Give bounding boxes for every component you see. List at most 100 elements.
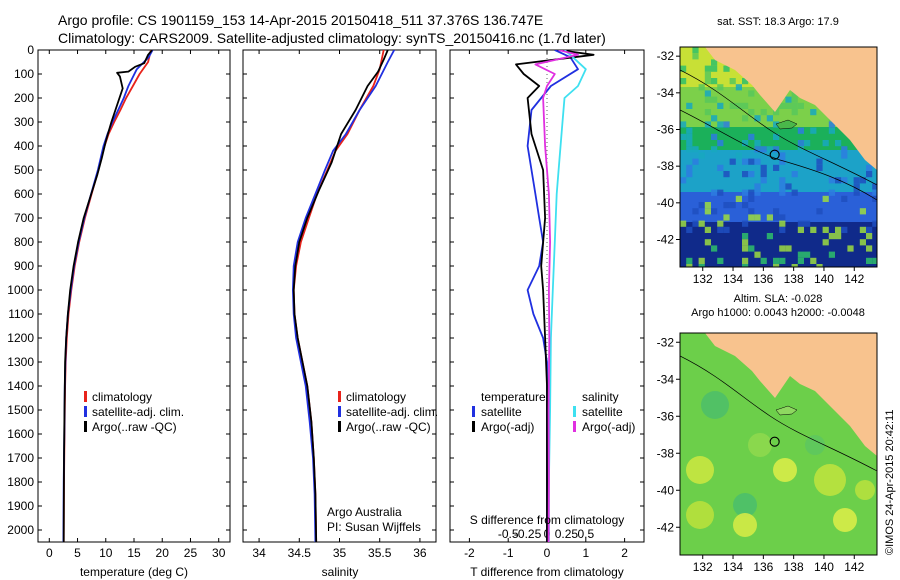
y-tick-label: 1600 bbox=[7, 427, 34, 441]
legend-title-salinity: salinity bbox=[582, 390, 619, 404]
sst-pixel bbox=[766, 233, 773, 240]
sst-pixel bbox=[773, 164, 780, 171]
sst-pixel bbox=[835, 233, 842, 240]
sst-pixel bbox=[692, 158, 699, 165]
sst-pixel bbox=[729, 78, 736, 85]
x-tick-label: 36 bbox=[413, 546, 427, 560]
sst-pixel bbox=[711, 59, 718, 66]
sst-pixel bbox=[816, 158, 823, 165]
sst-pixel bbox=[723, 65, 730, 72]
sst-pixel bbox=[791, 171, 798, 178]
sst-pixel bbox=[704, 96, 711, 103]
x-tick-label: 0 bbox=[46, 546, 53, 560]
legend-label-satellite: satellite-adj. clim. bbox=[92, 405, 184, 419]
sst-pixel bbox=[853, 177, 860, 184]
series-line-satellite-adj-clim bbox=[62, 50, 154, 542]
sst-pixel bbox=[711, 189, 718, 196]
x-tick-label: 15 bbox=[127, 546, 141, 560]
sst-pixel bbox=[754, 183, 761, 190]
sst-pixel bbox=[779, 245, 786, 252]
x-tick-label: 20 bbox=[156, 546, 170, 560]
sla-anomaly-blob bbox=[733, 513, 757, 537]
sla-map-title-line-2: Argo h1000: 0.0043 h2000: -0.0048 bbox=[691, 307, 865, 319]
sst-pixel bbox=[816, 264, 823, 267]
sst-pixel bbox=[872, 257, 877, 264]
map-x-tick-label: 142 bbox=[844, 560, 864, 574]
sst-pixel bbox=[760, 164, 767, 171]
sst-pixel bbox=[853, 189, 860, 196]
temperature-panel: 0 5 10 15 20 25 300100200300400500600700800900… bbox=[7, 43, 231, 579]
sst-pixel bbox=[748, 171, 755, 178]
sst-pixel bbox=[804, 251, 811, 258]
sst-pixel bbox=[704, 65, 711, 72]
y-tick-label: 0 bbox=[27, 43, 34, 57]
series-line-argo-raw-qc bbox=[292, 50, 389, 542]
sst-pixel bbox=[797, 146, 804, 153]
sst-pixel bbox=[692, 208, 699, 215]
sst-pixel bbox=[723, 214, 730, 221]
sst-pixel bbox=[797, 226, 804, 233]
x-tick-label: -1 bbox=[503, 546, 514, 560]
sst-pixel bbox=[828, 177, 835, 184]
sst-pixel bbox=[773, 109, 780, 116]
sst-pixel bbox=[773, 257, 780, 264]
sst-map-axis-ticks: 132 134 136 138 140 142 -32 -34 -36 -38 -40 -42 bbox=[657, 49, 865, 286]
sst-pixel bbox=[704, 109, 711, 116]
sst-pixel bbox=[686, 164, 693, 171]
sst-pixel bbox=[742, 115, 749, 122]
sst-pixel bbox=[773, 214, 780, 221]
map-x-tick-label: 134 bbox=[723, 272, 743, 286]
sla-anomaly-blob bbox=[814, 464, 846, 496]
difference-series bbox=[515, 50, 595, 542]
sst-pixel bbox=[692, 220, 699, 227]
map-x-tick-label: 138 bbox=[784, 272, 804, 286]
sst-pixel bbox=[859, 177, 866, 184]
series-line-argo-raw-qc bbox=[62, 50, 153, 542]
legend-swatch-argo bbox=[84, 421, 87, 432]
sst-pixel bbox=[748, 158, 755, 165]
sst-map-contour bbox=[680, 69, 877, 186]
sst-pixel bbox=[686, 127, 693, 134]
sst-pixel bbox=[742, 239, 749, 246]
sst-pixel bbox=[754, 189, 761, 196]
sst-pixel bbox=[859, 208, 866, 215]
map-y-tick-label: -42 bbox=[657, 233, 675, 247]
sst-pixel bbox=[754, 140, 761, 147]
sst-pixel bbox=[754, 214, 761, 221]
x-tick-label-top: 0.5 bbox=[577, 527, 594, 541]
sst-pixel bbox=[686, 257, 693, 264]
map-x-tick-label: 138 bbox=[784, 560, 804, 574]
series-line-climatology bbox=[62, 50, 152, 542]
salinity-panel: 34 34.5 35 35.5 36 salinity climatology sate… bbox=[242, 49, 438, 579]
sst-pixel bbox=[742, 102, 749, 109]
sst-pixel bbox=[760, 109, 767, 116]
sst-pixel bbox=[810, 127, 817, 134]
map-y-tick-label: -36 bbox=[657, 123, 675, 137]
sst-pixel bbox=[748, 109, 755, 116]
sst-pixel bbox=[692, 146, 699, 153]
sst-pixel bbox=[717, 189, 724, 196]
y-tick-label: 500 bbox=[14, 163, 34, 177]
sst-pixel bbox=[711, 115, 718, 122]
sst-pixel bbox=[822, 140, 829, 147]
sst-pixel bbox=[748, 90, 755, 97]
sst-pixel bbox=[760, 146, 767, 153]
sst-pixel bbox=[717, 220, 724, 227]
sst-pixel bbox=[742, 158, 749, 165]
legend-label-climatology: climatology bbox=[346, 390, 406, 404]
sst-pixel bbox=[723, 121, 730, 128]
sst-pixel bbox=[791, 102, 798, 109]
sst-pixel bbox=[866, 257, 873, 264]
sst-pixel bbox=[704, 71, 711, 78]
sst-pixel bbox=[711, 245, 718, 252]
x-tick-label: 35 bbox=[333, 546, 347, 560]
y-tick-label: 400 bbox=[14, 139, 34, 153]
sla-anomaly-blob bbox=[733, 493, 757, 517]
sst-pixel bbox=[717, 257, 724, 264]
legend-swatch-t-argo bbox=[472, 421, 475, 432]
sst-pixel bbox=[841, 152, 848, 159]
sst-pixel bbox=[828, 233, 835, 240]
sst-pixel bbox=[835, 140, 842, 147]
sst-pixel bbox=[742, 78, 749, 85]
sst-pixel bbox=[859, 239, 866, 246]
